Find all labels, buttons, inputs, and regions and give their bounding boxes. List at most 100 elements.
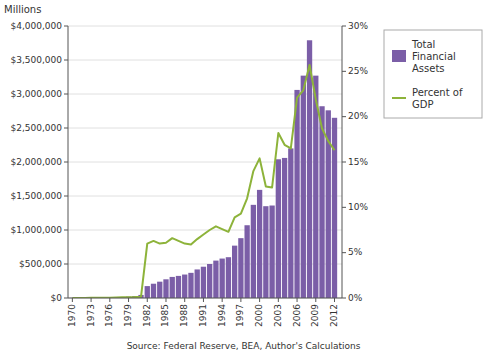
bar — [151, 284, 156, 298]
y2-tick-label: 15% — [348, 157, 368, 167]
grid — [68, 26, 342, 298]
y2-tick — [342, 298, 346, 299]
bar — [170, 277, 175, 298]
y-tick-label: $3,000,000 — [10, 89, 62, 99]
axes: $0 $500,000 $1,000,000 $1,500,000 $2,000,000… — [10, 21, 368, 327]
bar — [220, 259, 225, 298]
y-tick — [64, 26, 68, 27]
x-tick — [109, 298, 110, 302]
x-tick — [184, 298, 185, 302]
y-tick — [64, 128, 68, 129]
x-tick — [240, 298, 241, 302]
legend-frame — [384, 30, 482, 118]
bar — [232, 246, 237, 298]
bar — [319, 106, 324, 298]
legend-label: TotalFinancialAssets — [411, 39, 456, 74]
legend-label-line: GDP — [412, 99, 433, 110]
y2-tick — [342, 207, 346, 208]
x-tick-label: 1970 — [67, 304, 77, 327]
bar — [188, 273, 193, 298]
bar — [263, 206, 268, 298]
y2-axis-line — [342, 26, 343, 298]
y-tick-label: $1,000,000 — [10, 225, 62, 235]
bar — [201, 267, 206, 298]
y2-tick-label: 30% — [348, 21, 368, 31]
x-tick — [147, 298, 148, 302]
x-tick-label: 1994 — [217, 304, 227, 327]
y2-tick — [342, 162, 346, 163]
bar — [257, 190, 262, 298]
y2-tick-label: 5% — [348, 247, 363, 257]
y-tick — [64, 230, 68, 231]
chart: $0 $500,000 $1,000,000 $1,500,000 $2,000,000… — [0, 0, 487, 354]
x-tick — [315, 298, 316, 302]
y-tick — [64, 162, 68, 163]
bar — [244, 225, 249, 298]
source-annotation: Source: Federal Reserve, BEA, Author's C… — [127, 341, 361, 351]
chart-container: $0 $500,000 $1,000,000 $1,500,000 $2,000,000… — [0, 0, 487, 354]
x-tick-label: 2009 — [310, 304, 320, 327]
x-tick-label: 1982 — [142, 304, 152, 327]
y-tick-label: $500,000 — [19, 259, 62, 269]
x-tick-label: 2000 — [254, 304, 264, 327]
bar — [195, 269, 200, 298]
background — [0, 0, 487, 354]
y2-tick-label: 0% — [348, 293, 363, 303]
y-tick-label: $2,000,000 — [10, 157, 62, 167]
x-tick-label: 1976 — [104, 304, 114, 327]
y-tick — [64, 196, 68, 197]
bar — [276, 159, 281, 298]
x-tick — [91, 298, 92, 302]
x-axis-line — [68, 298, 342, 299]
y-tick-label: $0 — [51, 293, 63, 303]
bar — [301, 76, 306, 298]
x-tick — [222, 298, 223, 302]
y-axis-line — [68, 26, 69, 298]
x-tick — [203, 298, 204, 302]
y-tick-label: $2,500,000 — [10, 123, 62, 133]
y-tick-label: $1,500,000 — [10, 191, 62, 201]
bar — [238, 238, 243, 298]
x-tick-label: 2003 — [273, 304, 283, 327]
x-tick — [128, 298, 129, 302]
bar — [182, 275, 187, 298]
x-tick-label: 1973 — [86, 304, 96, 327]
legend-label-line: Assets — [412, 63, 445, 74]
legend: TotalFinancialAssets Percent ofGDP — [384, 30, 482, 118]
plot-data — [70, 40, 337, 298]
bar — [145, 286, 150, 298]
y2-tick-label: 10% — [348, 202, 368, 212]
bar — [176, 276, 181, 298]
legend-label-line: Total — [411, 39, 435, 50]
legend-label: Percent ofGDP — [412, 87, 463, 110]
y2-tick-label: 25% — [348, 66, 368, 76]
bar — [332, 118, 337, 298]
x-tick — [334, 298, 335, 302]
bar — [226, 257, 231, 298]
x-tick — [259, 298, 260, 302]
grid-line — [68, 60, 342, 61]
x-tick-label: 2012 — [329, 304, 339, 327]
bar — [207, 264, 212, 298]
legend-label-line: Percent of — [412, 87, 463, 98]
y2-tick — [342, 71, 346, 72]
legend-swatch — [392, 50, 406, 62]
x-tick — [165, 298, 166, 302]
x-tick-label: 1991 — [198, 304, 208, 327]
y-tick — [64, 94, 68, 95]
x-tick — [297, 298, 298, 302]
bar — [213, 261, 218, 298]
x-tick-label: 2006 — [292, 304, 302, 327]
y2-tick — [342, 252, 346, 253]
grid-line — [68, 298, 342, 299]
bar — [288, 148, 293, 298]
y-tick — [64, 60, 68, 61]
legend-label-line: Financial — [412, 51, 456, 62]
y-tick — [64, 298, 68, 299]
x-tick-label: 1979 — [123, 304, 133, 327]
x-tick-label: 1988 — [179, 304, 189, 327]
bar — [251, 205, 256, 298]
bar — [294, 90, 299, 298]
bar — [282, 158, 287, 298]
x-tick — [278, 298, 279, 302]
